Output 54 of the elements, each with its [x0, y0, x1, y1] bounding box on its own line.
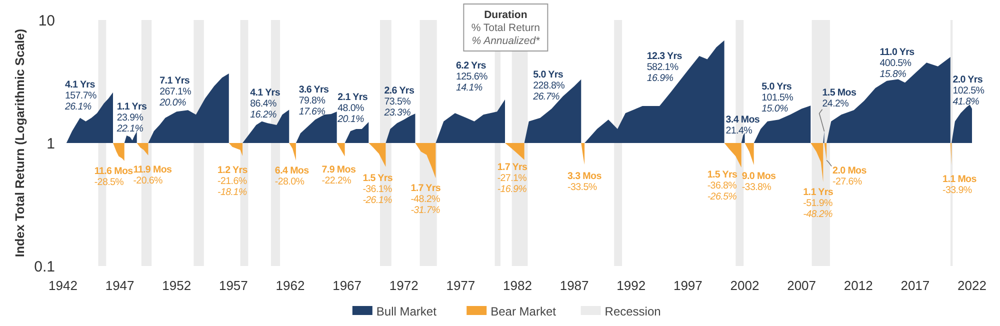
x-tick-label: 2007 [787, 278, 816, 293]
annotation: 1.1 Yrs 23.9% 22.1% [116, 102, 148, 135]
annotation: 1.7 Yrs -27.1% -16.9% [497, 162, 528, 195]
y-tick-label: 0.1 [34, 258, 55, 276]
annotation: 6.4 Mos -28.0% [274, 166, 310, 188]
x-tick-label: 1977 [446, 278, 476, 293]
legend-label: Recession [604, 304, 661, 319]
annotation: 11.6 Mos -28.5% [94, 166, 134, 188]
annotation: 7.1 Yrs 267.1% 20.0% [158, 76, 192, 109]
annotation: 1.5 Mos 24.2% [822, 87, 857, 110]
legend-label: Bear Market [490, 304, 557, 319]
annotation: 12.3 Yrs 582.1% 16.9% [646, 50, 683, 84]
legend-label: Bull Market [376, 304, 438, 319]
annotation: 1.1 Yrs -51.9% -48.2% [803, 187, 834, 220]
annotation: 1.1 Mos -33.9% [942, 174, 978, 196]
annotation: Duration % Total Return % Annualized* [471, 9, 541, 47]
annotation: 1.2 Yrs -21.6% -18.1% [218, 165, 248, 198]
x-tick-label: 1972 [389, 278, 418, 293]
x-tick-label: 1982 [503, 278, 532, 293]
annotation: 5.0 Yrs 101.5% 15.0% [762, 82, 794, 115]
annotation: 11.9 Mos -20.6% [133, 164, 173, 186]
x-tick-label: 2002 [730, 278, 760, 293]
x-tick-label: 1952 [162, 278, 192, 293]
annotation: 3.3 Mos -33.5% [568, 170, 602, 193]
annotation: 1.5 Yrs -36.8% -26.5% [707, 170, 738, 203]
y-axis-title: Index Total Return (Logarithmic Scale) [13, 28, 27, 258]
y-tick-label: 10 [38, 12, 55, 30]
annotation: 11.0 Yrs 400.5% 15.8% [880, 46, 916, 80]
x-tick-label: 2017 [900, 278, 930, 293]
annotation: 7.9 Mos -22.2% [322, 164, 356, 186]
annotation: 4.1 Yrs 86.4% 16.2% [250, 88, 281, 121]
x-tick-label: 1967 [332, 278, 362, 293]
annotation: 1.7 Yrs -48.2% -31.7% [410, 183, 442, 216]
annotation: 2.0 Mos -27.6% [832, 165, 868, 188]
y-tick-label: 1 [46, 135, 55, 152]
x-tick-label: 1992 [616, 278, 646, 293]
x-tick-label: 1942 [48, 278, 78, 293]
annotation: 9.0 Mos -33.8% [742, 171, 777, 194]
x-tick-label: 1962 [276, 278, 305, 293]
annotation: 4.1 Yrs 157.7% 26.1% [64, 79, 98, 112]
annotation: 5.0 Yrs 228.8% 26.7% [532, 69, 566, 102]
annotation: 2.6 Yrs 73.5% 23.3% [383, 86, 415, 119]
x-tick-label: 1947 [105, 278, 134, 293]
annotation: 6.2 Yrs 125.6% 14.1% [456, 60, 488, 94]
x-tick-label: 2022 [958, 278, 986, 293]
annotation: 1.5 Yrs -36.1% -26.1% [362, 172, 394, 206]
x-tick-label: 1957 [218, 278, 248, 293]
annotation: 3.4 Mos 21.4% [726, 114, 760, 137]
x-tick-label: 2012 [844, 278, 873, 293]
annotation: 2.1 Yrs 48.0% 20.1% [336, 92, 368, 126]
annotation: 2.0 Yrs 102.5% 41.8% [952, 74, 985, 108]
x-tick-label: 1997 [673, 278, 702, 293]
annotation: 3.6 Yrs 79.8% 17.6% [298, 84, 330, 118]
x-tick-label: 1987 [560, 278, 589, 293]
